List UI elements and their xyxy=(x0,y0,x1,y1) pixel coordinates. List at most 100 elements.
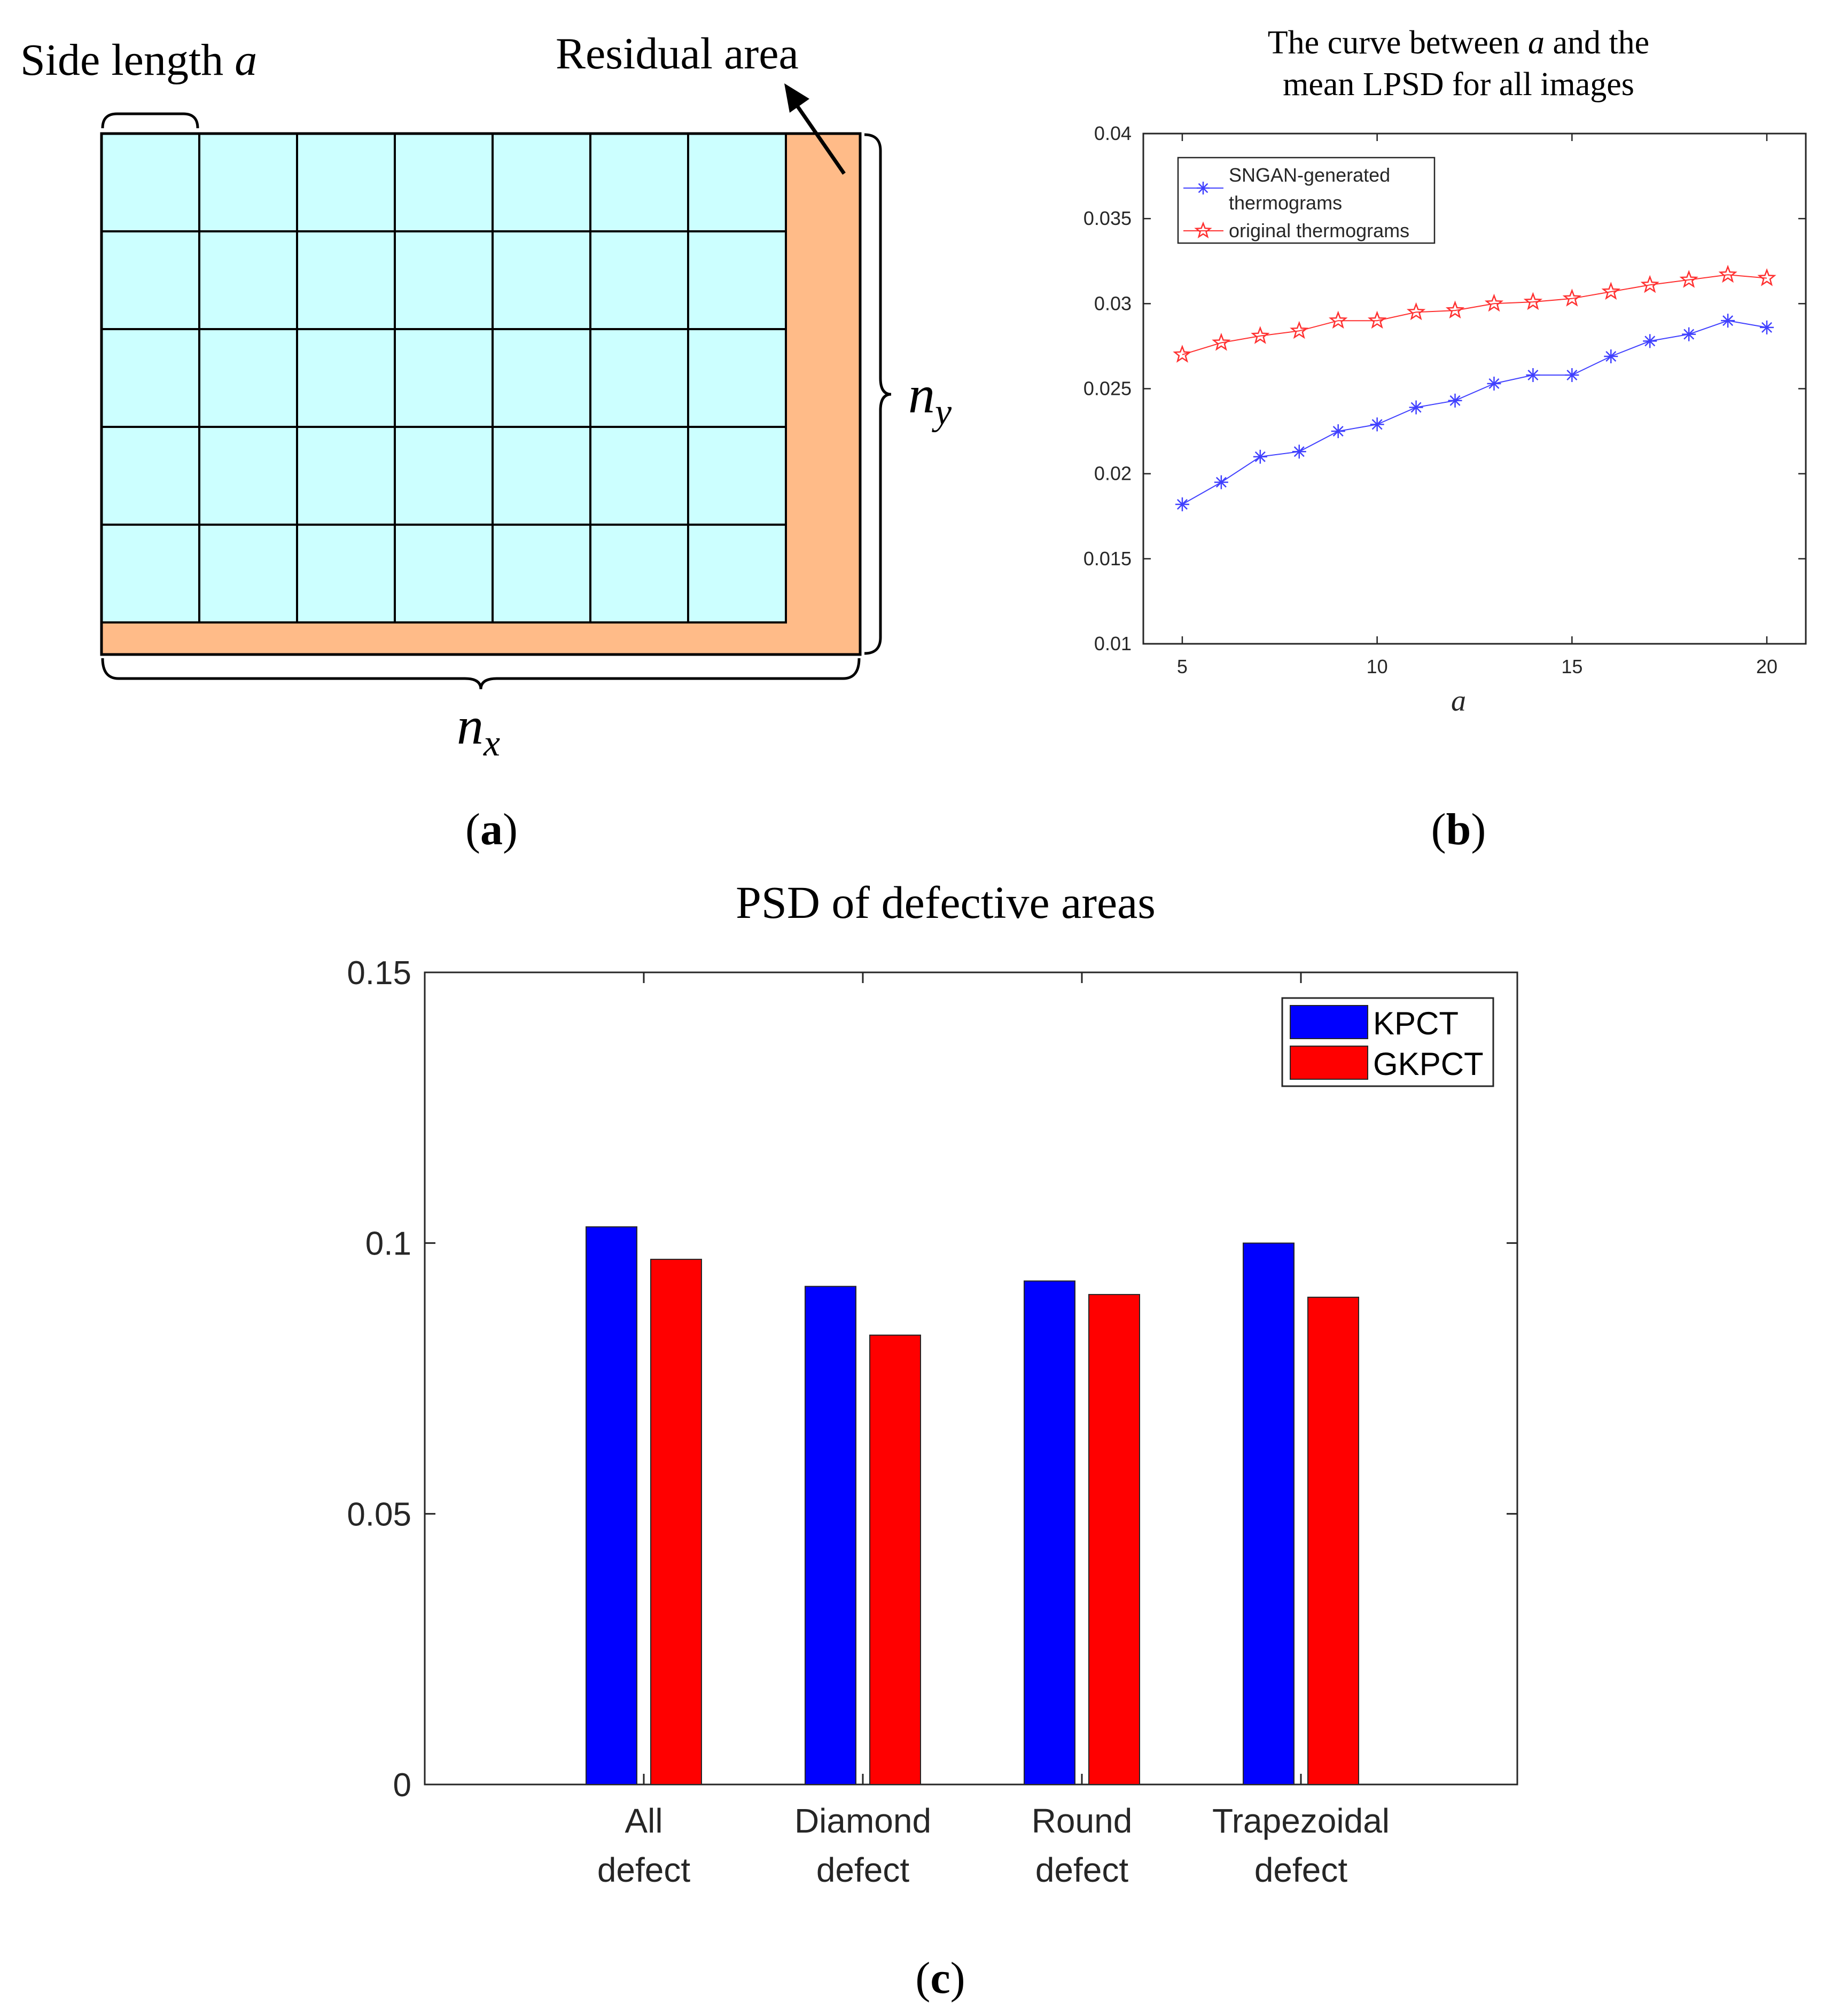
category-label-line1: Diamond xyxy=(794,1802,931,1840)
category-label-line2: defect xyxy=(1254,1851,1348,1889)
grid-cell xyxy=(394,133,494,232)
star-marker xyxy=(1212,332,1231,351)
grid-cell xyxy=(492,328,591,428)
chart-b-series xyxy=(1173,264,1776,511)
side-length-label: Side length a xyxy=(20,35,257,85)
grid-cell xyxy=(394,230,494,330)
ny-label: ny xyxy=(908,365,952,433)
chart-b-title-pre: The curve between xyxy=(1268,25,1528,61)
legend-kpct-swatch xyxy=(1290,1005,1368,1039)
y-tick-label: 0.015 xyxy=(1083,548,1132,570)
kpct-bar xyxy=(1243,1242,1295,1786)
grid-cell xyxy=(589,426,689,526)
caption-a: (a) xyxy=(465,805,518,854)
panel-a-diagram: Side length a Residual area nx ny (a) xyxy=(20,29,952,854)
x-tick-label: 5 xyxy=(1177,656,1188,677)
legend-kpct-label: KPCT xyxy=(1373,1006,1459,1041)
grid-cell xyxy=(296,230,396,330)
caption-b-letter: b xyxy=(1446,805,1471,854)
nx-brace xyxy=(101,658,861,690)
asterisk-marker xyxy=(1526,368,1540,383)
x-tick-label: 10 xyxy=(1367,656,1388,677)
asterisk-marker xyxy=(1721,314,1735,328)
asterisk-marker xyxy=(1604,349,1618,364)
residual-area-label: Residual area xyxy=(556,29,799,79)
grid-cell xyxy=(687,230,787,330)
star-marker xyxy=(1601,282,1621,300)
grid-cell xyxy=(296,328,396,428)
grid-cell xyxy=(394,426,494,526)
grid-cell xyxy=(687,426,787,526)
star-marker xyxy=(1251,326,1270,344)
y-tick-label: 0.01 xyxy=(1094,633,1132,654)
grid-cell xyxy=(589,328,689,428)
star-marker xyxy=(1757,268,1776,286)
residual-arrow-head xyxy=(784,83,809,113)
star-marker xyxy=(1194,221,1212,239)
asterisk-marker xyxy=(1409,400,1423,415)
grid-cell xyxy=(589,133,689,232)
caption-a-letter: a xyxy=(480,805,503,854)
chart-b-legend-markers xyxy=(1183,182,1223,239)
y-tick-label: 0.05 xyxy=(347,1496,411,1533)
grid-cell xyxy=(198,524,298,623)
caption-b: (b) xyxy=(1431,805,1486,854)
star-marker xyxy=(1718,264,1737,283)
kpct-bar xyxy=(586,1226,637,1785)
grid-cell xyxy=(100,230,200,330)
grid-cell xyxy=(492,230,591,330)
chart-b-title-var: a xyxy=(1528,25,1545,61)
gkpct-bar xyxy=(1088,1293,1140,1785)
gkpct-bar xyxy=(1307,1297,1359,1785)
residual-arrow-shaft xyxy=(794,103,846,175)
ny-base: n xyxy=(908,365,935,424)
star-marker xyxy=(1679,270,1698,288)
chart-b-legend: SNGAN-generated thermograms original the… xyxy=(1177,157,1436,244)
asterisk-marker xyxy=(1331,424,1345,439)
y-tick-label: 0.1 xyxy=(365,1226,411,1262)
category-label-line1: Round xyxy=(1032,1802,1133,1840)
y-tick-label: 0.035 xyxy=(1083,207,1132,229)
y-tick-label: 0 xyxy=(393,1767,411,1804)
side-length-brace xyxy=(101,112,199,129)
grid-cell xyxy=(296,426,396,526)
y-tick-label: 0.15 xyxy=(347,955,411,992)
legend-sngan-line2: thermograms xyxy=(1229,192,1342,214)
side-length-variable: a xyxy=(235,35,257,85)
legend-gkpct-swatch xyxy=(1290,1046,1368,1080)
grid-cell xyxy=(394,524,494,623)
panel-b-line-chart: The curve between a and the mean LPSD fo… xyxy=(1083,25,1807,854)
kpct-bar xyxy=(805,1285,856,1786)
grid-cell xyxy=(394,328,494,428)
ny-brace xyxy=(864,133,892,655)
grid-cell xyxy=(100,133,200,232)
grid-cell xyxy=(492,524,591,623)
original-series-line xyxy=(1182,274,1767,355)
gkpct-bar xyxy=(869,1334,921,1785)
asterisk-marker xyxy=(1370,417,1384,432)
legend-sngan-line1: SNGAN-generated xyxy=(1229,164,1390,186)
ny-subscript: y xyxy=(932,392,952,433)
star-marker xyxy=(1173,345,1192,363)
category-label-line2: defect xyxy=(1035,1851,1129,1889)
legend-original: original thermograms xyxy=(1229,220,1409,241)
legend-gkpct-label: GKPCT xyxy=(1373,1046,1484,1082)
y-tick-label: 0.02 xyxy=(1094,463,1132,485)
y-tick-label: 0.025 xyxy=(1083,378,1132,400)
grid-cell xyxy=(100,524,200,623)
grid-cell xyxy=(198,426,298,526)
caption-c-letter: c xyxy=(930,1953,950,2003)
grid-cell xyxy=(492,133,591,232)
asterisk-marker xyxy=(1448,393,1462,408)
panel-c-bar-chart: PSD of defective areas 0 0.05 0.1 0.15 All d… xyxy=(347,877,1518,2003)
grid-cell xyxy=(198,133,298,232)
side-length-text: Side length xyxy=(20,35,223,85)
asterisk-marker xyxy=(1643,334,1657,348)
x-tick-label: 15 xyxy=(1561,656,1582,677)
asterisk-marker xyxy=(1760,320,1774,334)
y-tick-label: 0.04 xyxy=(1094,122,1132,144)
asterisk-marker xyxy=(1175,497,1189,511)
grid-cell xyxy=(492,426,591,526)
caption-c: (c) xyxy=(915,1953,965,2003)
chart-c-category-labels: All defect Diamond defect Round defect Trapezo… xyxy=(597,1802,1390,1889)
